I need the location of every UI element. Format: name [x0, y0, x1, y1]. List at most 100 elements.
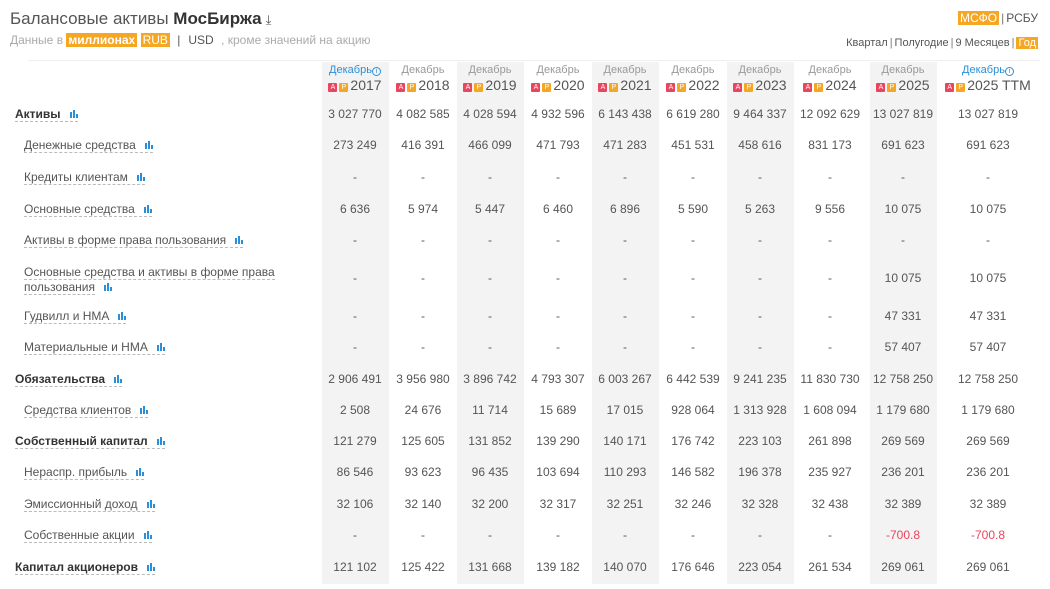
cell-value: 176 646 — [671, 560, 715, 574]
pdf-icon[interactable]: А — [945, 83, 955, 92]
report-icon[interactable]: Р — [339, 83, 349, 92]
report-icon[interactable]: Р — [542, 83, 552, 92]
period-0[interactable]: Квартал — [846, 37, 888, 49]
report-icon[interactable]: Р — [474, 83, 484, 92]
row-label[interactable]: Собственные акции — [24, 528, 152, 543]
year-label: 2017 — [350, 77, 382, 93]
cell-value: 5 590 — [677, 202, 709, 216]
pdf-icon[interactable]: А — [531, 83, 541, 92]
column-month: Декабрь — [738, 64, 782, 76]
cell-value: 17 015 — [606, 403, 644, 417]
report-icon[interactable]: Р — [677, 83, 687, 92]
currency-rub[interactable]: RUB — [140, 33, 170, 47]
chart-icon[interactable] — [116, 311, 127, 320]
cell-value: - — [828, 340, 832, 354]
row-label-text: Капитал акционеров — [15, 560, 138, 574]
period-3[interactable]: Год — [1016, 37, 1038, 49]
chart-icon[interactable] — [142, 140, 153, 149]
cell-value: - — [758, 233, 762, 247]
year-label: 2024 — [825, 77, 857, 93]
cell-value: 10 075 — [884, 202, 922, 216]
info-icon[interactable]: i — [371, 67, 381, 76]
row-label[interactable]: Активы в форме права пользования — [24, 233, 244, 248]
row-label[interactable]: Обязательства — [15, 372, 123, 387]
chart-icon[interactable] — [141, 530, 152, 539]
pdf-icon[interactable]: А — [328, 83, 338, 92]
report-icon[interactable]: Р — [887, 83, 897, 92]
pdf-icon[interactable]: А — [733, 83, 743, 92]
report-icon[interactable]: Р — [609, 83, 619, 92]
cell-value: 3 956 980 — [396, 372, 450, 386]
cell-value: - — [421, 528, 425, 542]
row-label[interactable]: Гудвилл и НМА — [24, 309, 127, 324]
info-icon[interactable]: i — [1004, 67, 1014, 76]
report-icon[interactable]: Р — [407, 83, 417, 92]
report-icon[interactable]: Р — [814, 83, 824, 92]
currency-usd[interactable]: USD — [188, 33, 214, 47]
cell-value: - — [556, 170, 560, 184]
row-label[interactable]: Активы — [15, 107, 78, 122]
chart-icon[interactable] — [144, 499, 155, 508]
cell-value: 6 442 539 — [666, 372, 720, 386]
chart-icon[interactable] — [145, 562, 155, 571]
pdf-icon[interactable]: А — [396, 83, 406, 92]
standard-switch: МСФО | РСБУ — [957, 11, 1038, 25]
cell-value: 236 201 — [881, 465, 925, 479]
row-label[interactable]: Средства клиентов — [24, 403, 149, 418]
table-row: Кредиты клиентам - - - - - - - - - - — [0, 170, 1050, 190]
row-label-text: Обязательства — [15, 372, 106, 386]
row-label[interactable]: Кредиты клиентам — [24, 170, 145, 185]
cell-value: - — [758, 271, 762, 285]
chart-icon[interactable] — [233, 235, 244, 244]
cell-value: 1 179 680 — [961, 403, 1015, 417]
chart-icon[interactable] — [154, 342, 165, 351]
report-icon[interactable]: Р — [744, 83, 754, 92]
column-header: Декабрь А Р 2021 — [580, 64, 670, 93]
cell-value: - — [758, 170, 762, 184]
row-label[interactable]: Собственный капитал — [15, 434, 165, 449]
pdf-icon[interactable]: А — [666, 83, 676, 92]
row-label[interactable]: Основные средства и активы в форме права… — [24, 265, 275, 295]
row-label[interactable]: Материальные и НМА — [24, 340, 165, 355]
chart-icon[interactable] — [134, 467, 145, 476]
pdf-icon[interactable]: А — [598, 83, 608, 92]
units-selector[interactable]: миллионах — [66, 33, 138, 47]
chart-icon[interactable] — [134, 172, 145, 181]
row-label[interactable]: Нераспр. прибыль — [24, 465, 145, 480]
pdf-icon[interactable]: А — [803, 83, 813, 92]
chart-icon[interactable] — [101, 282, 112, 291]
chart-icon[interactable] — [112, 374, 123, 383]
cell-value: 32 106 — [336, 497, 374, 511]
chart-icon[interactable] — [138, 405, 149, 414]
cell-value: - — [901, 233, 905, 247]
cell-value: 691 623 — [966, 138, 1010, 152]
chart-icon[interactable] — [67, 109, 78, 118]
year-label: 2023 — [755, 77, 787, 93]
row-label[interactable]: Эмиссионный доход — [24, 497, 155, 512]
cell-value: 269 061 — [966, 560, 1010, 574]
cell-value: 32 140 — [404, 497, 442, 511]
standard-rsbu[interactable]: РСБУ — [1006, 11, 1038, 25]
period-1[interactable]: Полугодие — [894, 37, 949, 49]
report-icon[interactable]: Р — [956, 83, 966, 92]
pdf-icon[interactable]: А — [876, 83, 886, 92]
cell-value: - — [828, 528, 832, 542]
standard-msfo[interactable]: МСФО — [957, 11, 1000, 25]
period-2[interactable]: 9 Месяцев — [955, 37, 1010, 49]
chart-icon[interactable] — [141, 204, 152, 213]
separator: | — [950, 37, 954, 49]
cell-value: 93 623 — [404, 465, 442, 479]
row-label[interactable]: Денежные средства — [24, 138, 153, 153]
cell-value: 110 293 — [603, 465, 647, 479]
download-icon[interactable]: ⤓ — [265, 12, 272, 27]
table-row: Активы в форме права пользования - - - - - - - -… — [0, 233, 1050, 253]
chart-icon[interactable] — [154, 436, 165, 445]
cell-value: 125 422 — [401, 560, 445, 574]
units-line: Данные в миллионах RUB | USD , кроме знач… — [10, 33, 371, 47]
row-label[interactable]: Капитал акционеров — [15, 560, 155, 575]
cell-value: 96 435 — [471, 465, 509, 479]
cell-value: 6 636 — [339, 202, 371, 216]
column-month: Декабрь — [536, 64, 580, 76]
pdf-icon[interactable]: А — [463, 83, 473, 92]
row-label[interactable]: Основные средства — [24, 202, 152, 217]
